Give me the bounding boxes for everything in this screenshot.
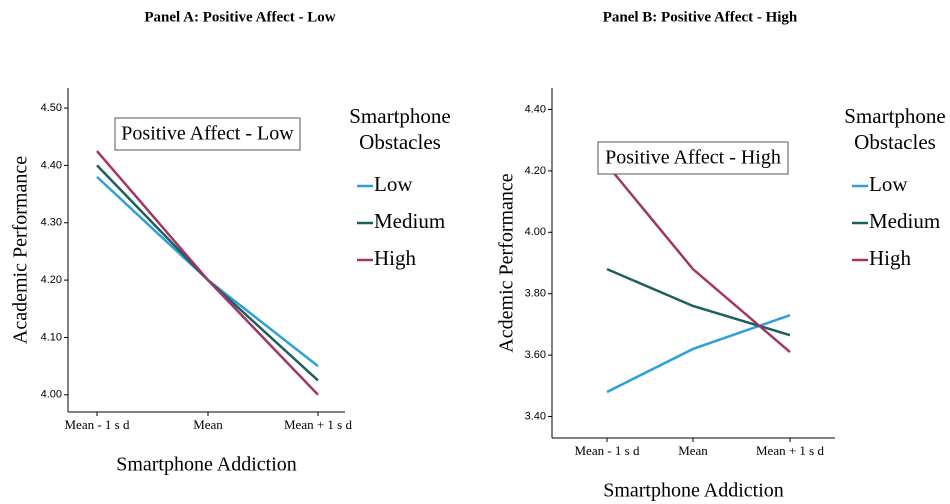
legend-label: High bbox=[374, 246, 417, 270]
panel-title: Panel A: Positive Affect - Low bbox=[144, 9, 335, 25]
y-tick-label: 3.60 bbox=[525, 349, 546, 361]
x-tick-label: Mean + 1 s d bbox=[284, 417, 352, 432]
x-axis-label: Smartphone Addiction bbox=[603, 480, 784, 502]
legend-title: Smartphone Obstacles bbox=[844, 104, 945, 154]
y-tick-label: 4.20 bbox=[525, 165, 546, 177]
x-tick-label: Mean - 1 s d bbox=[575, 443, 640, 458]
x-axis-label: Smartphone Addiction bbox=[116, 454, 297, 476]
x-tick-label: Mean bbox=[678, 443, 708, 458]
x-tick-label: Mean bbox=[193, 417, 223, 432]
y-tick-label: 4.40 bbox=[41, 159, 62, 171]
y-tick-label: 4.10 bbox=[41, 331, 62, 343]
y-tick-label: 4.00 bbox=[41, 389, 62, 401]
annotation: Positive Affect - Low bbox=[121, 123, 294, 145]
y-axis-label: Academic Performance bbox=[10, 156, 32, 344]
legend-title: Smartphone Obstacles bbox=[349, 104, 450, 154]
legend-label: Low bbox=[374, 172, 413, 196]
legend-label: Low bbox=[869, 172, 908, 196]
y-tick-label: 4.20 bbox=[41, 274, 62, 286]
annotation-box bbox=[114, 117, 301, 151]
y-tick-label: 4.30 bbox=[41, 217, 62, 229]
annotation-box bbox=[597, 141, 789, 175]
y-axis-label: Acdemic Performance bbox=[496, 173, 518, 352]
x-tick-label: Mean - 1 s d bbox=[65, 417, 130, 432]
y-tick-label: 3.40 bbox=[525, 410, 546, 422]
y-tick-label: 3.80 bbox=[525, 288, 546, 300]
series-line bbox=[96, 164, 319, 382]
legend-label: High bbox=[869, 246, 912, 270]
y-tick-label: 4.40 bbox=[525, 103, 546, 115]
y-tick-label: 4.50 bbox=[41, 102, 62, 114]
y-tick-label: 4.00 bbox=[525, 226, 546, 238]
x-tick-label: Mean + 1 s d bbox=[756, 443, 824, 458]
annotation: Positive Affect - High bbox=[605, 147, 781, 169]
series-line bbox=[96, 175, 319, 368]
series-line bbox=[606, 163, 791, 353]
legend-label: Medium bbox=[374, 209, 445, 233]
panel-title: Panel B: Positive Affect - High bbox=[603, 9, 798, 25]
legend-label: Medium bbox=[869, 209, 940, 233]
series-line bbox=[96, 150, 319, 396]
